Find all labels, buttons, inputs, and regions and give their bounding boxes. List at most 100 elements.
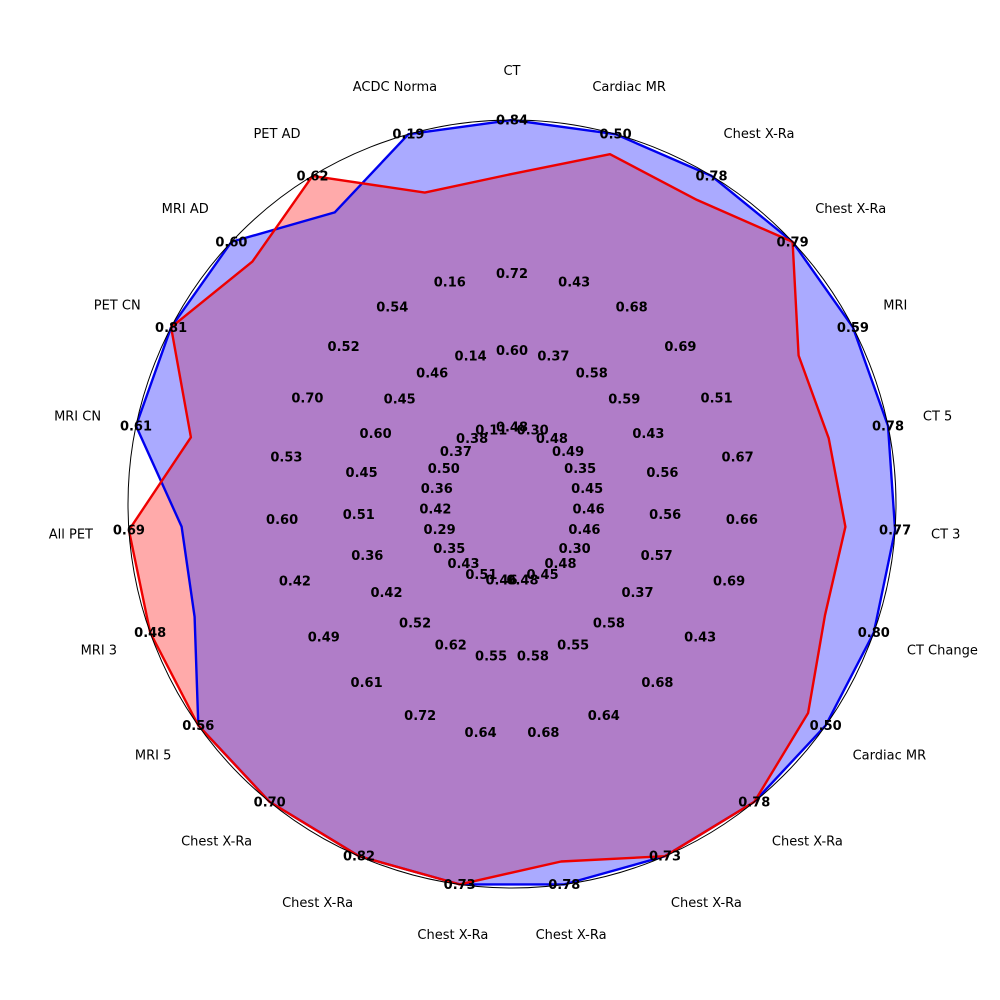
tick-label-12-1: 0.55 [475, 650, 507, 665]
series-red-line [127, 152, 847, 886]
category-label-9: Chest X-Ra [772, 835, 843, 850]
tick-label-6-0: 0.46 [573, 503, 605, 518]
tick-label-1-1: 0.37 [537, 350, 569, 365]
tick-label-1-0: 0.30 [517, 424, 549, 439]
tick-label-19-2: 0.70 [291, 392, 323, 407]
category-label-16: MRI 3 [81, 643, 118, 658]
tick-label-21-3: 0.62 [296, 169, 328, 184]
tick-label-4-3: 0.59 [837, 321, 869, 336]
category-label-13: Chest X-Ra [282, 896, 353, 911]
series-overlap-area [136, 154, 846, 885]
tick-label-5-3: 0.78 [872, 419, 904, 434]
tick-label-13-1: 0.62 [435, 638, 467, 653]
tick-label-8-0: 0.30 [559, 542, 591, 557]
tick-label-6-3: 0.77 [879, 524, 911, 539]
tick-label-1-2: 0.43 [558, 276, 590, 291]
tick-label-3-1: 0.59 [608, 393, 640, 408]
tick-label-22-1: 0.14 [455, 350, 487, 365]
tick-label-10-3: 0.73 [649, 850, 681, 865]
tick-label-12-2: 0.64 [465, 726, 497, 741]
tick-label-3-2: 0.69 [664, 340, 696, 355]
tick-label-11-1: 0.58 [517, 650, 549, 665]
tick-label-2-2: 0.68 [616, 301, 648, 316]
tick-label-6-1: 0.56 [649, 508, 681, 523]
tick-label-7-1: 0.57 [641, 549, 673, 564]
tick-label-4-1: 0.43 [632, 427, 664, 442]
category-label-7: CT Change [907, 643, 978, 658]
tick-label-14-0: 0.43 [447, 557, 479, 572]
category-label-6: CT 3 [931, 528, 960, 543]
tick-label-18-2: 0.53 [270, 451, 302, 466]
tick-label-11-3: 0.78 [548, 878, 580, 893]
tick-label-9-2: 0.68 [641, 676, 673, 691]
category-label-0: CT [503, 64, 520, 79]
tick-label-0-0: 0.48 [496, 421, 528, 436]
tick-label-14-2: 0.61 [351, 676, 383, 691]
tick-label-19-0: 0.50 [428, 462, 460, 477]
tick-label-8-1: 0.37 [621, 586, 653, 601]
tick-label-5-2: 0.67 [722, 451, 754, 466]
tick-label-4-2: 0.51 [701, 392, 733, 407]
category-label-11: Chest X-Ra [536, 928, 607, 943]
tick-label-13-2: 0.72 [404, 709, 436, 724]
category-label-17: All PET [49, 528, 93, 543]
tick-label-21-1: 0.46 [416, 366, 448, 381]
tick-label-15-2: 0.49 [308, 630, 340, 645]
tick-label-15-1: 0.42 [370, 586, 402, 601]
category-label-15: MRI 5 [135, 748, 172, 763]
category-label-5: CT 5 [923, 410, 952, 425]
tick-label-15-3: 0.56 [182, 719, 214, 734]
tick-label-19-1: 0.60 [360, 427, 392, 442]
tick-label-8-3: 0.50 [810, 719, 842, 734]
tick-label-10-0: 0.45 [527, 568, 559, 583]
category-label-1: Cardiac MR [592, 80, 666, 95]
tick-label-18-1: 0.45 [346, 466, 378, 481]
tick-label-9-1: 0.58 [593, 617, 625, 632]
category-label-12: Chest X-Ra [417, 928, 488, 943]
tick-label-3-3: 0.79 [777, 235, 809, 250]
category-label-2: Chest X-Ra [724, 127, 795, 142]
tick-label-1-3: 0.50 [600, 128, 632, 143]
tick-label-16-3: 0.48 [134, 626, 166, 641]
category-label-8: Cardiac MR [853, 748, 927, 763]
category-label-14: Chest X-Ra [181, 835, 252, 850]
tick-label-15-0: 0.35 [433, 542, 465, 557]
tick-label-21-0: 0.38 [456, 432, 488, 447]
tick-label-16-0: 0.29 [424, 523, 456, 538]
tick-label-11-2: 0.68 [527, 726, 559, 741]
tick-label-9-0: 0.48 [544, 557, 576, 572]
tick-label-10-2: 0.64 [588, 709, 620, 724]
tick-label-11-0: 0.48 [506, 574, 538, 589]
tick-label-16-2: 0.42 [279, 575, 311, 590]
tick-label-14-1: 0.52 [399, 617, 431, 632]
tick-label-4-0: 0.35 [564, 462, 596, 477]
tick-label-7-2: 0.69 [713, 575, 745, 590]
tick-label-22-0: 0.11 [475, 424, 507, 439]
tick-label-20-0: 0.37 [440, 445, 472, 460]
tick-label-0-1: 0.60 [496, 344, 528, 359]
category-label-4: MRI [883, 298, 907, 313]
category-label-18: MRI CN [54, 410, 101, 425]
tick-label-13-3: 0.82 [343, 850, 375, 865]
tick-label-7-3: 0.80 [858, 626, 890, 641]
tick-label-5-1: 0.56 [646, 466, 678, 481]
tick-label-3-0: 0.49 [552, 445, 584, 460]
tick-label-19-3: 0.81 [155, 321, 187, 336]
tick-label-0-2: 0.72 [496, 267, 528, 282]
tick-label-5-0: 0.45 [571, 482, 603, 497]
category-label-10: Chest X-Ra [671, 896, 742, 911]
category-label-22: ACDC Norma [353, 80, 437, 95]
tick-label-10-1: 0.55 [557, 638, 589, 653]
tick-label-2-1: 0.58 [576, 366, 608, 381]
category-label-21: PET AD [253, 127, 300, 142]
category-label-19: PET CN [94, 298, 141, 313]
category-label-20: MRI AD [162, 202, 209, 217]
tick-label-13-0: 0.51 [465, 568, 497, 583]
category-label-3: Chest X-Ra [815, 202, 886, 217]
tick-label-22-3: 0.19 [392, 128, 424, 143]
tick-label-20-2: 0.52 [328, 340, 360, 355]
tick-label-12-0: 0.46 [485, 574, 517, 589]
tick-label-20-1: 0.45 [384, 393, 416, 408]
